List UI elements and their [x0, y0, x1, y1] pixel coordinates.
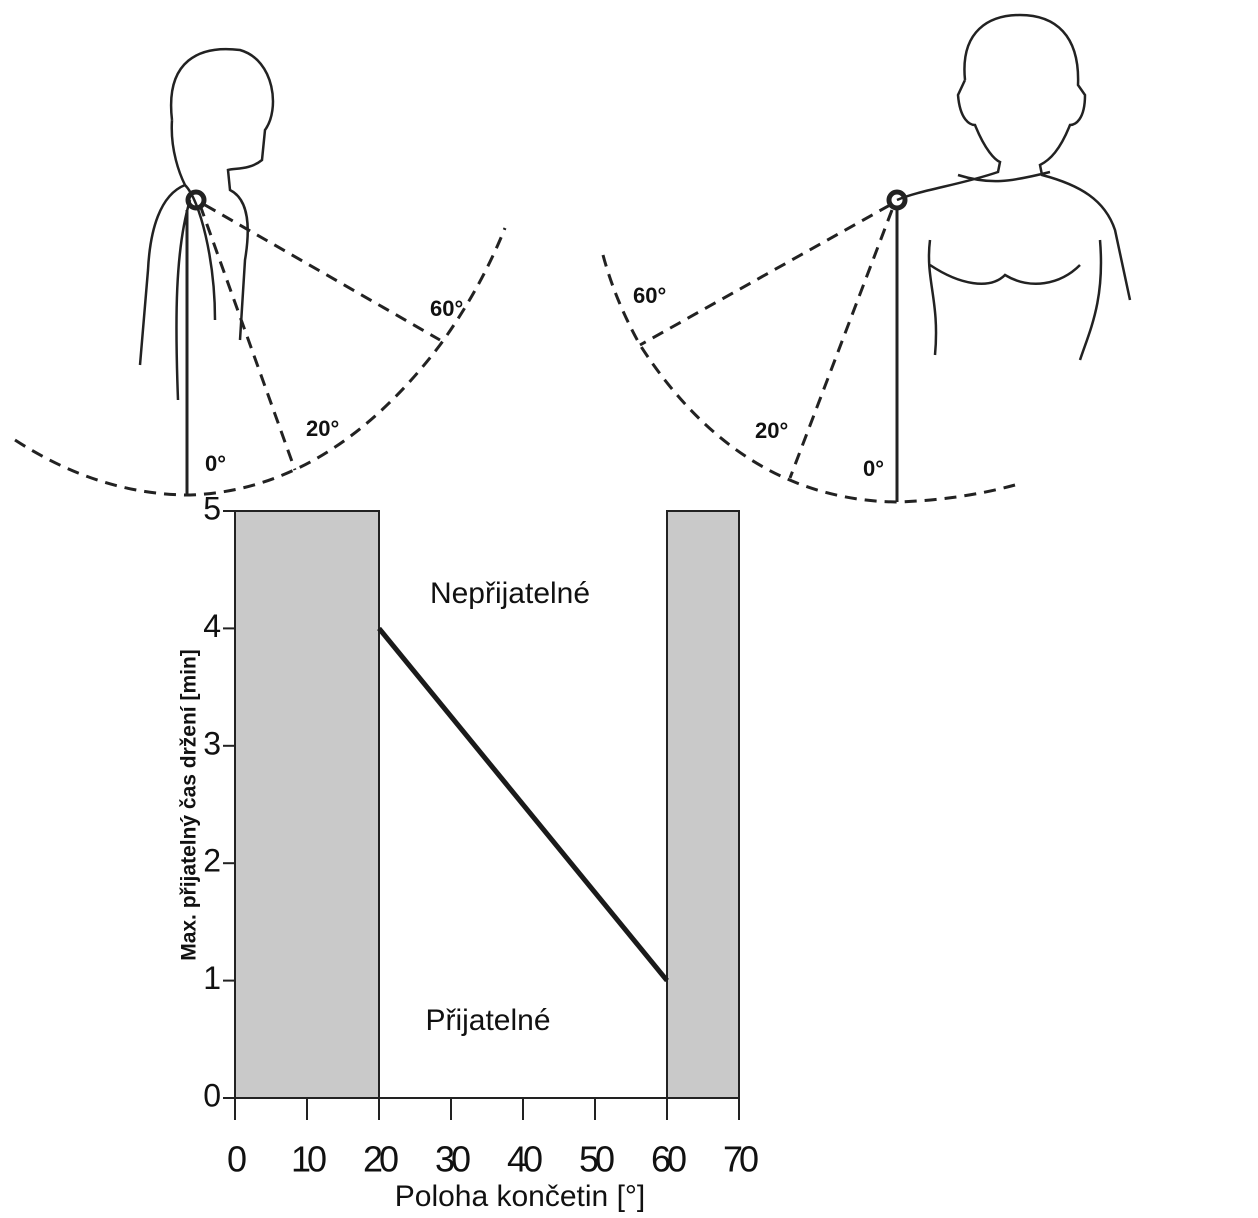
x-tick-label: 40 — [507, 1139, 542, 1180]
shaded-range — [667, 511, 739, 1098]
angle-label: 0° — [205, 451, 226, 476]
angle-label: 20° — [755, 418, 788, 443]
y-tick-label: 2 — [203, 843, 221, 879]
side-view-figure: 60° 20° 0° — [15, 49, 505, 495]
y-tick-label: 0 — [203, 1077, 221, 1113]
x-tick-label: 30 — [435, 1139, 470, 1180]
annotation: Přijatelné — [425, 1004, 550, 1037]
x-axis-label: Poloha končetin [°] — [395, 1180, 646, 1213]
angle-label: 20° — [306, 416, 339, 441]
angle-label: 60° — [633, 283, 666, 308]
x-tick-label: 60 — [651, 1139, 686, 1180]
y-tick-label: 4 — [203, 608, 221, 644]
x-tick-label: 0 — [227, 1139, 246, 1180]
y-axis-label: Max. přijatelný čas držení [min] — [178, 649, 201, 961]
x-tick-label: 50 — [579, 1139, 614, 1180]
shaded-range — [235, 511, 379, 1098]
angle-label: 60° — [430, 296, 463, 321]
page: 60° 20° 0° 60° 20° 0° Nepřijatelné Přija… — [0, 0, 1258, 1218]
x-tick-label: 20 — [363, 1139, 398, 1180]
y-tick-label: 1 — [203, 960, 221, 996]
angle-label: 0° — [863, 456, 884, 481]
x-tick-label: 10 — [291, 1139, 326, 1180]
data-line — [379, 628, 667, 980]
front-view-figure: 60° 20° 0° — [603, 15, 1130, 502]
annotation: Nepřijatelné — [430, 577, 590, 610]
y-tick-label: 5 — [203, 490, 221, 526]
x-tick-label: 70 — [723, 1139, 758, 1180]
y-tick-label: 3 — [203, 725, 221, 761]
